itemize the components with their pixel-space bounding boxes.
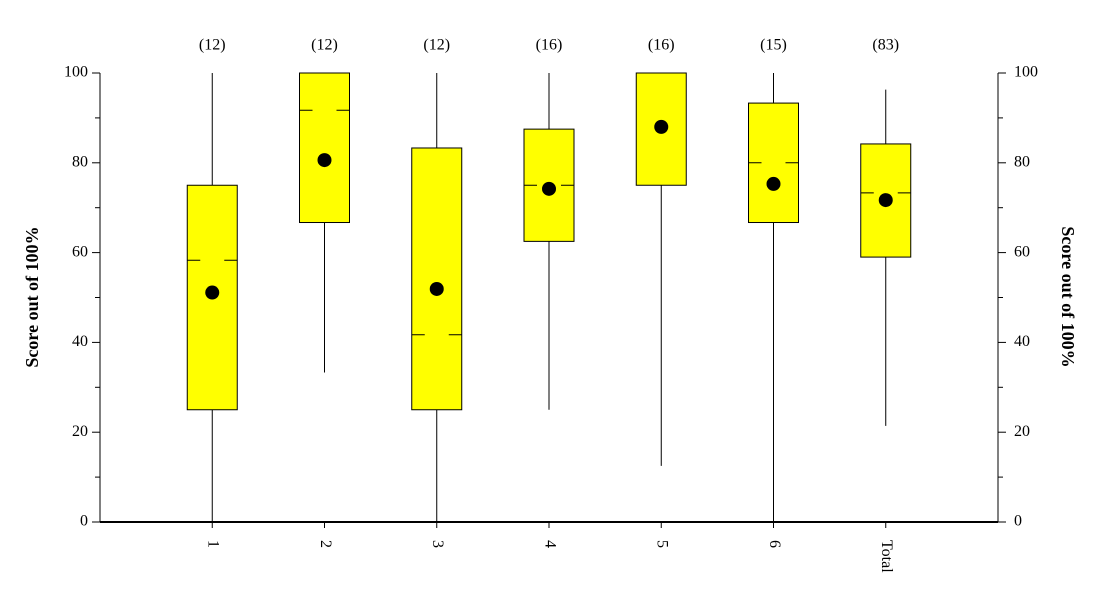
- box: [411, 147, 463, 411]
- x-tick-label: 6: [766, 540, 783, 548]
- y-tick-label: 0: [80, 513, 88, 530]
- x-tick-label: 2: [317, 540, 334, 548]
- count-label: (12): [199, 37, 226, 54]
- mean-marker: [205, 285, 220, 300]
- mean-marker: [317, 153, 332, 168]
- x-tick-label: 5: [654, 540, 671, 548]
- count-label: (16): [648, 37, 675, 54]
- mean-marker: [429, 281, 444, 296]
- count-label: (12): [423, 37, 450, 54]
- y2-axis-title: Score out of 100%: [1058, 226, 1078, 367]
- mean-marker: [654, 119, 669, 134]
- y-tick-label: 60: [72, 243, 88, 260]
- mean-marker: [766, 176, 781, 191]
- x-tick-label: 4: [541, 540, 558, 548]
- y2-tick-label: 80: [1014, 153, 1030, 170]
- y2-tick-label: 60: [1014, 243, 1030, 260]
- y2-tick-label: 40: [1014, 333, 1030, 350]
- y-axis-title: Score out of 100%: [22, 226, 42, 367]
- x-tick-label: Total: [878, 540, 895, 573]
- box: [299, 72, 350, 224]
- y-tick-label: 20: [72, 423, 88, 440]
- y-tick-label: 40: [72, 333, 88, 350]
- count-label: (16): [536, 37, 563, 54]
- count-label: (15): [760, 37, 787, 54]
- count-label: (83): [872, 37, 899, 54]
- y2-tick-label: 0: [1014, 513, 1022, 530]
- y2-tick-label: 100: [1014, 64, 1038, 81]
- mean-marker: [542, 181, 556, 196]
- x-tick-label: 3: [429, 540, 446, 548]
- y-tick-label: 80: [72, 153, 88, 170]
- count-label: (12): [311, 37, 338, 54]
- x-tick-label: 1: [205, 540, 222, 548]
- mean-marker: [878, 193, 893, 208]
- y2-tick-label: 20: [1014, 423, 1030, 440]
- y-tick-label: 100: [64, 64, 88, 81]
